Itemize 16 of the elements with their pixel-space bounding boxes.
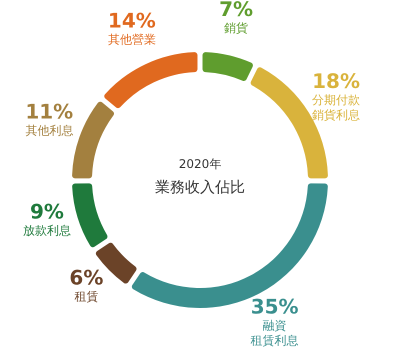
data-label: 14% bbox=[108, 8, 156, 32]
data-label: 18% bbox=[312, 68, 360, 93]
data-label: 7% bbox=[219, 0, 254, 22]
data-label: 11% bbox=[25, 99, 74, 124]
slice-label: 其他營業 bbox=[108, 32, 156, 46]
text: 業務收入佔比 bbox=[155, 178, 245, 196]
data-label: 9% bbox=[30, 200, 64, 224]
slice-label: 放款利息 bbox=[22, 224, 71, 238]
text: 2020年 bbox=[178, 157, 222, 171]
data-label: 6% bbox=[69, 266, 104, 290]
slice-label: 融資租賃利息 bbox=[250, 318, 299, 348]
slice-label: 銷貨 bbox=[224, 21, 248, 36]
slice-label: 分期付款銷貨利息 bbox=[312, 92, 360, 122]
data-label: 35% bbox=[250, 294, 299, 319]
slice-label: 租賃 bbox=[74, 290, 98, 304]
slice-label: 其他利息 bbox=[25, 123, 74, 138]
